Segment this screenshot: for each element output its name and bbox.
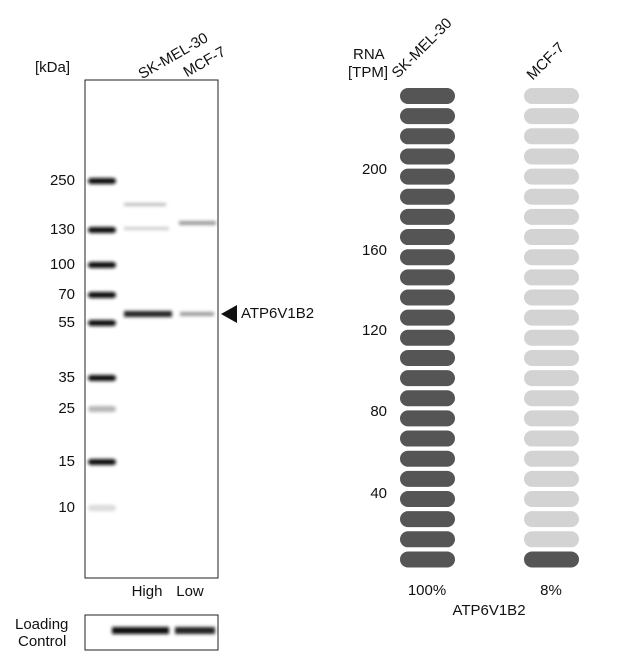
rna-pill	[400, 410, 455, 427]
band	[180, 312, 214, 316]
marker-band	[88, 292, 116, 298]
rna-pill	[400, 108, 455, 125]
rna-pill	[400, 551, 455, 568]
rna-pill	[524, 249, 579, 266]
marker-band	[88, 406, 116, 412]
rna-pill	[400, 188, 455, 205]
rna-pill	[524, 511, 579, 528]
blot-frame	[84, 79, 219, 579]
rna-pill	[400, 511, 455, 528]
rna-pill	[524, 309, 579, 326]
rna-pill	[400, 289, 455, 306]
rna-tick-label: 160	[362, 242, 387, 259]
marker-band	[88, 375, 116, 381]
percentage: 100%	[408, 582, 446, 599]
marker-label: 10	[58, 499, 75, 516]
rna-axis-label: [TPM]	[348, 64, 388, 81]
rna-pill	[400, 430, 455, 447]
rna-pill	[524, 168, 579, 185]
rna-pill	[400, 269, 455, 286]
cell-line-label: MCF-7	[524, 39, 568, 83]
marker-band	[88, 262, 116, 268]
rna-pill	[524, 208, 579, 225]
expression-label: High	[132, 583, 163, 600]
marker-label: 15	[58, 453, 75, 470]
band	[124, 311, 172, 317]
marker-band	[88, 320, 116, 326]
unit-label: [kDa]	[35, 59, 70, 76]
marker-label: 25	[58, 400, 75, 417]
marker-band	[88, 505, 116, 511]
arrow	[221, 305, 237, 323]
bands	[112, 203, 216, 634]
marker-band	[88, 227, 116, 233]
marker-label: 35	[58, 369, 75, 386]
rna-pill	[524, 390, 579, 407]
marker-band	[88, 178, 116, 184]
rna-pill	[524, 430, 579, 447]
rna-pill	[400, 88, 455, 104]
rna-pill	[400, 470, 455, 487]
rna-tick-label: 80	[370, 403, 387, 420]
rna-tick-label: 120	[362, 322, 387, 339]
band	[112, 627, 169, 634]
loading-label: Loading	[15, 616, 68, 633]
rna-pill	[524, 491, 579, 507]
rna-pill	[524, 551, 579, 568]
rna-pill	[524, 88, 579, 104]
rna-pill	[400, 249, 455, 266]
rna-pill	[400, 309, 455, 326]
expression-label: Low	[176, 583, 204, 600]
rna-pill	[400, 531, 455, 548]
rna-pill	[400, 329, 455, 346]
rna-pill	[524, 531, 579, 548]
rna-pill	[400, 148, 455, 165]
band	[124, 227, 169, 230]
rna-pill	[524, 128, 579, 145]
rna-pill	[524, 450, 579, 467]
rna-pill	[400, 229, 455, 246]
cell-line-label: SK-MEL-30	[389, 15, 456, 82]
rna-pill	[400, 450, 455, 467]
rna-pill	[400, 168, 455, 185]
rna-pill	[400, 390, 455, 407]
rna-axis-label: RNA	[353, 46, 385, 63]
rna-pill	[524, 410, 579, 427]
rna-pill	[400, 349, 455, 366]
gene-label: ATP6V1B2	[452, 602, 525, 619]
rna-pill	[400, 208, 455, 225]
marker-label: 100	[50, 256, 75, 273]
rna-pill	[400, 370, 455, 387]
band	[175, 627, 215, 634]
marker-label: 55	[58, 314, 75, 331]
rna-pill	[524, 470, 579, 487]
rna-tick-label: 40	[370, 485, 387, 502]
band	[179, 221, 216, 225]
rna-tick-label: 200	[362, 161, 387, 178]
rna-pill	[524, 229, 579, 246]
marker-label: 70	[58, 286, 75, 303]
rna-pill	[524, 370, 579, 387]
content: [kDa] SK-MEL-30 High MCF-7 Low 250 130 100 70 55 3…	[15, 15, 579, 650]
percentage: 8%	[540, 582, 562, 599]
rna-pill	[400, 128, 455, 145]
marker-label: 130	[50, 221, 75, 238]
band	[124, 203, 166, 206]
loading-label: Control	[18, 633, 66, 650]
rna-pill	[524, 188, 579, 205]
rna-pill	[400, 491, 455, 507]
rna-pill	[524, 289, 579, 306]
target-label: ATP6V1B2	[241, 305, 314, 322]
rna-pill	[524, 269, 579, 286]
marker-band	[88, 459, 116, 465]
marker-label: 250	[50, 172, 75, 189]
rna-pill	[524, 349, 579, 366]
rna-pill	[524, 108, 579, 125]
rna-pill	[524, 148, 579, 165]
rna-pill	[524, 329, 579, 346]
